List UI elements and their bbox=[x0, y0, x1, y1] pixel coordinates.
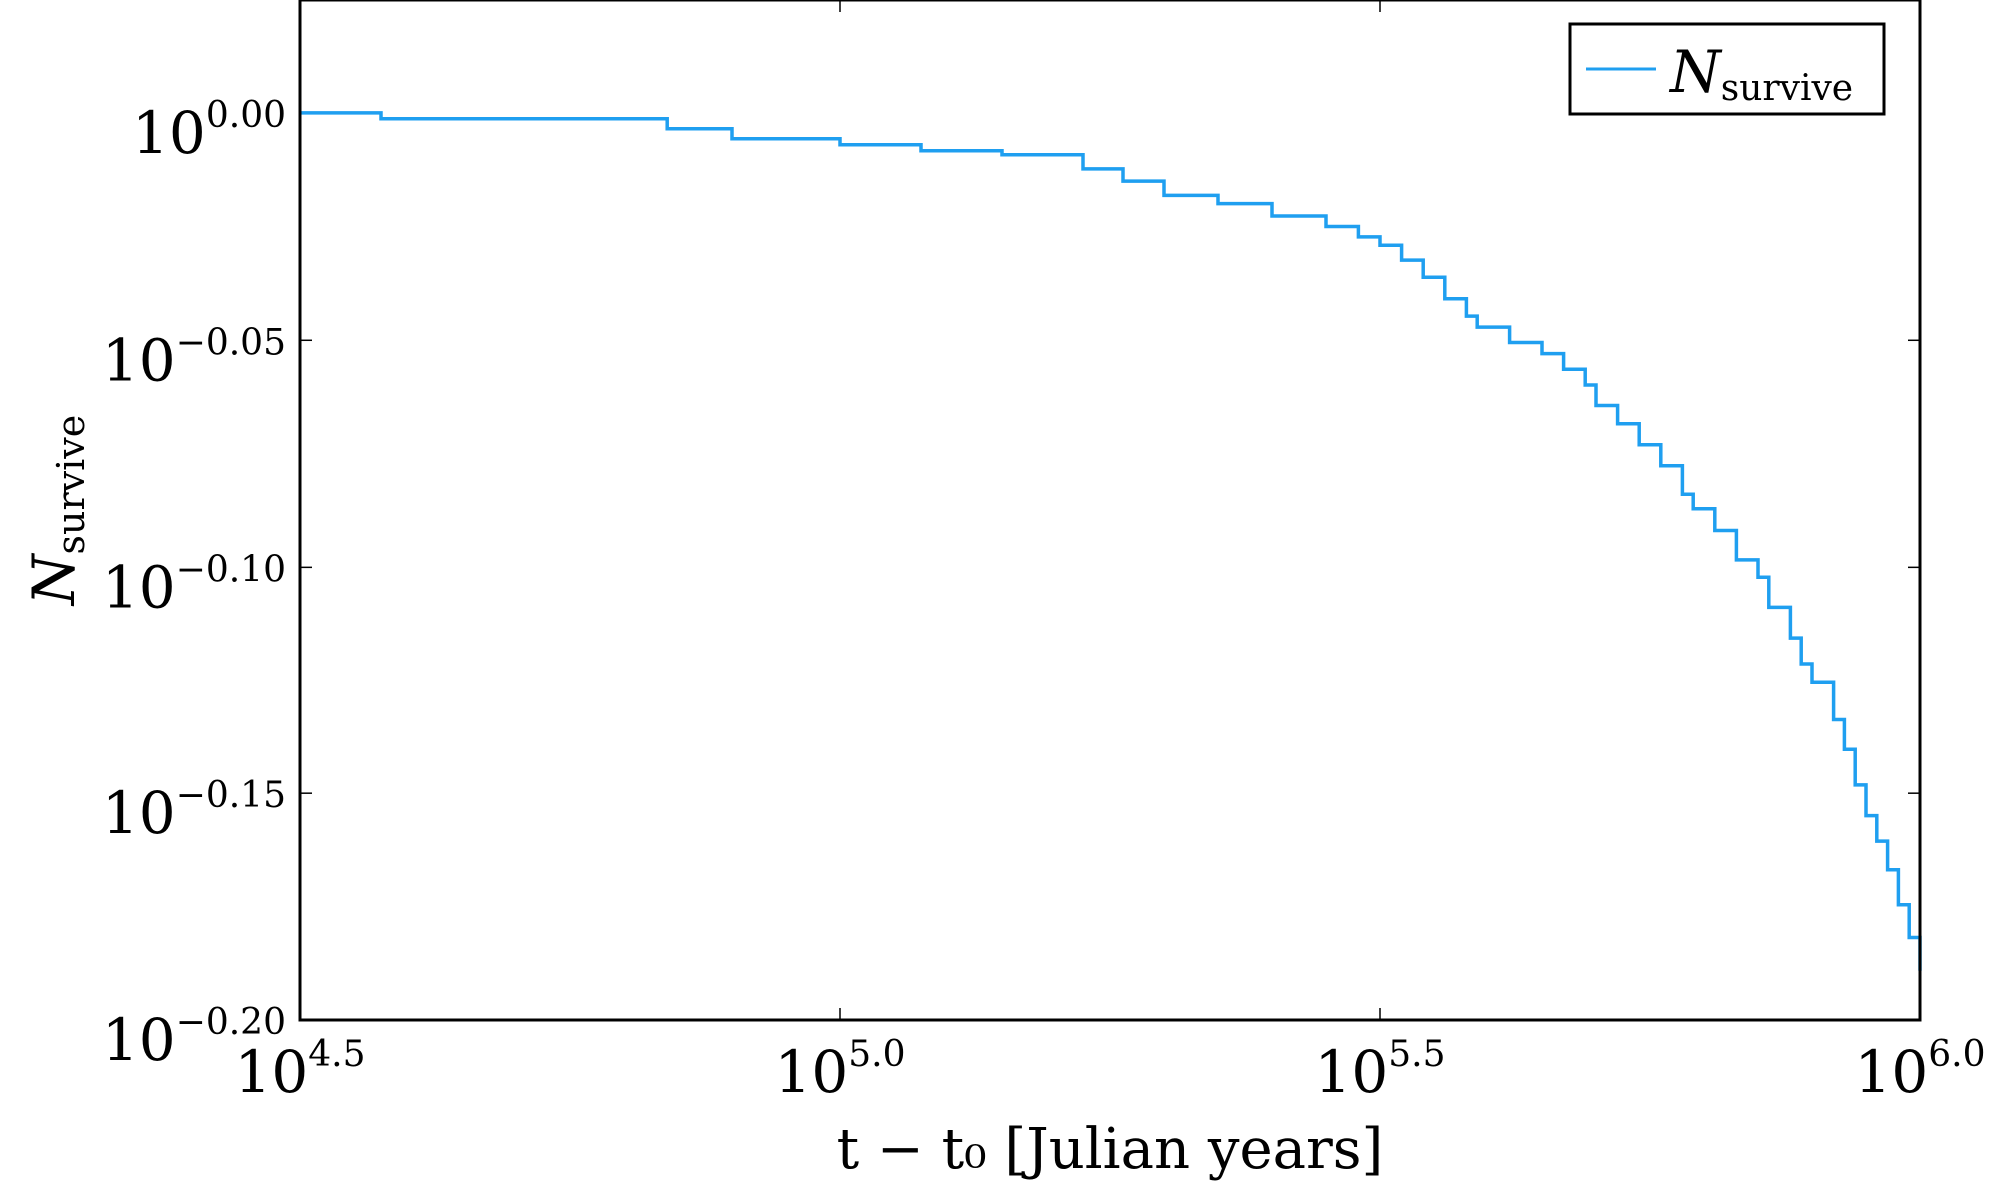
x-tick-label: 105.5 bbox=[1314, 1034, 1445, 1106]
y-tick-label: 10−0.15 bbox=[102, 775, 286, 847]
tick-labels-layer: 104.5 105.0 105.5 106.0100.0010−0.0510−0.10… bbox=[102, 95, 1986, 1106]
x-tick-label-exponent: 5.0 bbox=[848, 1034, 905, 1075]
x-axis-label: t − t₀ [Julian years] bbox=[837, 1117, 1384, 1182]
x-tick-label: 106.0 bbox=[1854, 1034, 1985, 1106]
x-tick-label-exponent: 6.0 bbox=[1928, 1034, 1985, 1075]
legend-label-main: N bbox=[1668, 38, 1723, 106]
x-tick-label-base: 10 bbox=[774, 1038, 848, 1106]
y-axis-label: Nsurvive bbox=[20, 415, 93, 607]
y-axis-label-subscript: survive bbox=[49, 415, 93, 555]
series-line bbox=[300, 111, 1922, 971]
x-tick-label-base: 10 bbox=[1314, 1038, 1388, 1106]
x-tick-label: 105.0 bbox=[774, 1034, 905, 1106]
x-tick-label-exponent: 4.5 bbox=[308, 1034, 365, 1075]
x-tick-label-base: 10 bbox=[234, 1038, 308, 1106]
y-tick-label: 10−0.05 bbox=[102, 322, 286, 394]
y-tick-label-base: 10 bbox=[102, 326, 176, 394]
series-layer bbox=[300, 111, 1922, 971]
x-tick-label-exponent: 5.5 bbox=[1388, 1034, 1445, 1075]
legend-label: Nsurvive bbox=[1668, 38, 1853, 109]
y-tick-label-exponent: 0.00 bbox=[206, 95, 286, 136]
x-tick-label: 104.5 bbox=[234, 1034, 365, 1106]
legend-label-subscript: survive bbox=[1721, 68, 1853, 109]
y-tick-label-base: 10 bbox=[102, 553, 176, 621]
ticks-layer bbox=[300, 0, 1920, 1020]
y-tick-label-base: 10 bbox=[102, 1006, 176, 1074]
y-tick-label: 10−0.10 bbox=[102, 549, 286, 621]
y-tick-label-exponent: −0.15 bbox=[176, 775, 286, 816]
y-tick-label-exponent: −0.10 bbox=[176, 549, 286, 590]
plot-frame bbox=[298, 0, 1922, 1022]
x-tick-label-base: 10 bbox=[1854, 1038, 1928, 1106]
y-axis-label-main: N bbox=[20, 552, 88, 607]
y-tick-label: 10−0.20 bbox=[102, 1002, 286, 1074]
y-tick-label-exponent: −0.05 bbox=[176, 322, 286, 363]
y-tick-label-base: 10 bbox=[132, 99, 206, 167]
y-tick-label-base: 10 bbox=[102, 779, 176, 847]
legend: Nsurvive bbox=[1568, 22, 1886, 116]
y-tick-label-exponent: −0.20 bbox=[176, 1002, 286, 1043]
y-tick-label: 100.00 bbox=[132, 95, 286, 167]
